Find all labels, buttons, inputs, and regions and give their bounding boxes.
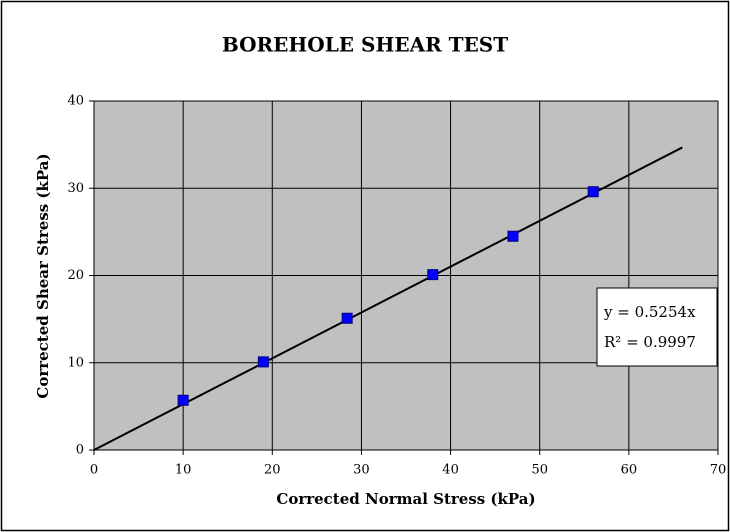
marker	[427, 269, 439, 281]
marker	[341, 312, 353, 324]
equation-text: y = 0.5254x	[603, 303, 696, 321]
y-tick-label: 30	[67, 181, 84, 196]
y-tick-label: 20	[67, 268, 84, 283]
y-tick-label: 10	[67, 355, 84, 370]
y-tick-label: 0	[76, 443, 84, 458]
marker	[177, 394, 189, 406]
y-tick-label: 40	[67, 94, 84, 109]
x-tick-label: 50	[531, 463, 548, 478]
y-axis-label: Corrected Shear Stress (kPa)	[34, 153, 52, 398]
x-tick-label: 20	[264, 463, 281, 478]
chart-title: BOREHOLE SHEAR TEST	[222, 33, 508, 57]
x-tick-label: 60	[621, 463, 638, 478]
marker	[587, 186, 599, 198]
equation-text: R² = 0.9997	[604, 333, 696, 351]
marker	[507, 230, 519, 242]
x-axis-label: Corrected Normal Stress (kPa)	[276, 490, 535, 508]
x-tick-label: 0	[90, 463, 98, 478]
equation-box	[596, 287, 718, 367]
x-tick-label: 10	[175, 463, 192, 478]
x-tick-label: 30	[353, 463, 370, 478]
x-tick-label: 70	[710, 463, 727, 478]
marker	[257, 356, 269, 368]
trendline	[93, 146, 683, 451]
x-tick-label: 40	[442, 463, 459, 478]
